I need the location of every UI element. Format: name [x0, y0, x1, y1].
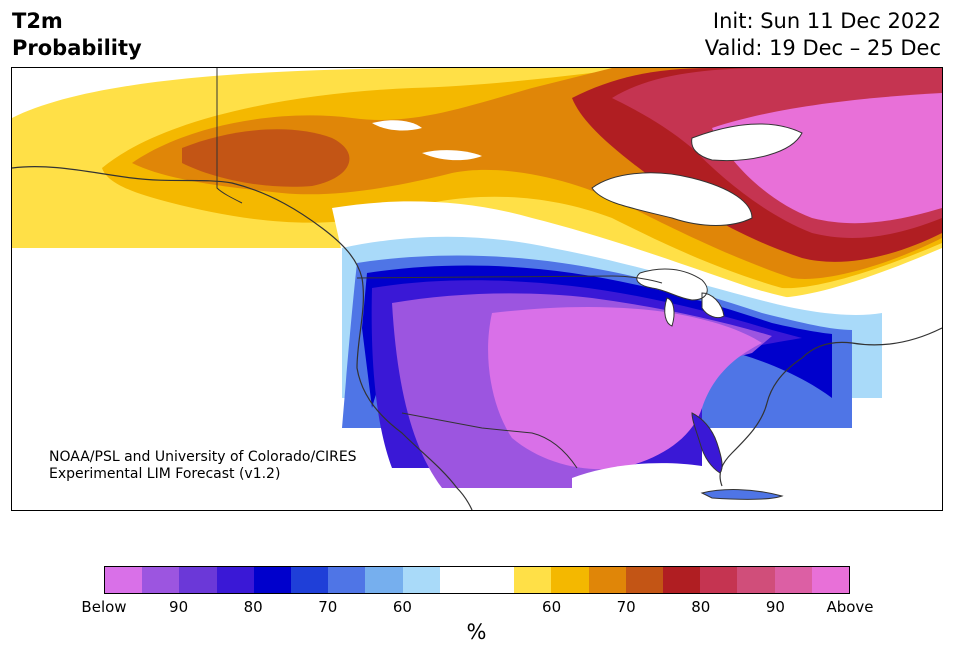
colorbar-swatch: [700, 567, 738, 593]
border-us-canada: [356, 275, 663, 284]
colorbar-swatch: [365, 567, 403, 593]
colorbar-swatch: [625, 567, 664, 593]
colorbar-swatch: [588, 567, 626, 593]
colorbar-swatch: [105, 567, 143, 593]
colorbar-swatch: [514, 567, 552, 593]
colorbar-ticks: Below 90 80 70 60 60 70 80 90 Above: [81, 598, 873, 618]
valid-period: Valid: 19 Dec – 25 Dec: [704, 36, 941, 60]
probability-map: [11, 67, 943, 511]
colorbar-swatch: [216, 567, 254, 593]
colorbar-tick-label: 60: [542, 598, 562, 616]
credit-line-1: NOAA/PSL and University of Colorado/CIRE…: [49, 449, 357, 465]
colorbar-swatch: [737, 567, 775, 593]
coastline-west: [12, 166, 473, 510]
alaska-border: [216, 68, 243, 204]
arctic-island-small: [372, 120, 422, 131]
probability-colorbar: [104, 566, 850, 594]
colorbar-swatch: [477, 567, 515, 593]
gulf-of-mexico: [572, 463, 712, 510]
colorbar-tick-label: 70: [318, 598, 338, 616]
colorbar-tick-label: Below: [81, 598, 127, 616]
map-title: T2m Probability: [12, 8, 142, 62]
colorbar-tick-label: 90: [169, 598, 189, 616]
colorbar-tick-label: 70: [616, 598, 636, 616]
arctic-island: [691, 123, 803, 161]
colorbar-swatch: [439, 567, 478, 593]
colorbar-swatch: [253, 567, 292, 593]
colorbar-tick-label: 60: [392, 598, 412, 616]
cold-band-below: [488, 306, 762, 470]
coastline-east: [719, 327, 942, 487]
colorbar-tick-label: 90: [765, 598, 785, 616]
colorbar-swatch: [811, 567, 850, 593]
florida-outline: [691, 412, 723, 474]
init-date: Init: Sun 11 Dec 2022: [712, 9, 941, 33]
colorbar-swatch: [142, 567, 180, 593]
credit-line-2: Experimental LIM Forecast (v1.2): [49, 466, 281, 482]
colorbar-tick-label: 80: [243, 598, 263, 616]
great-lakes: [636, 268, 725, 327]
colorbar-swatch: [663, 567, 701, 593]
colorbar-swatch: [402, 567, 440, 593]
colorbar-swatch: [551, 567, 589, 593]
border-us-mexico: [401, 412, 578, 469]
warm-band-70: [182, 129, 350, 187]
title-variable: T2m: [12, 9, 63, 33]
colorbar-unit: %: [466, 620, 487, 644]
forecast-dates: Init: Sun 11 Dec 2022 Valid: 19 Dec – 25…: [705, 8, 941, 62]
map-canvas: [12, 68, 942, 510]
hudson-bay: [591, 172, 753, 226]
source-credit: NOAA/PSL and University of Colorado/CIRE…: [49, 449, 357, 483]
colorbar-swatch: [291, 567, 329, 593]
colorbar-swatch: [328, 567, 366, 593]
cuba-outline: [700, 489, 784, 500]
colorbar-swatch: [179, 567, 217, 593]
colorbar-tick-label: 80: [691, 598, 711, 616]
colorbar-tick-label: Above: [826, 598, 874, 616]
colorbar-swatch: [774, 567, 812, 593]
title-type: Probability: [12, 36, 142, 60]
arctic-island-small-2: [422, 150, 482, 161]
